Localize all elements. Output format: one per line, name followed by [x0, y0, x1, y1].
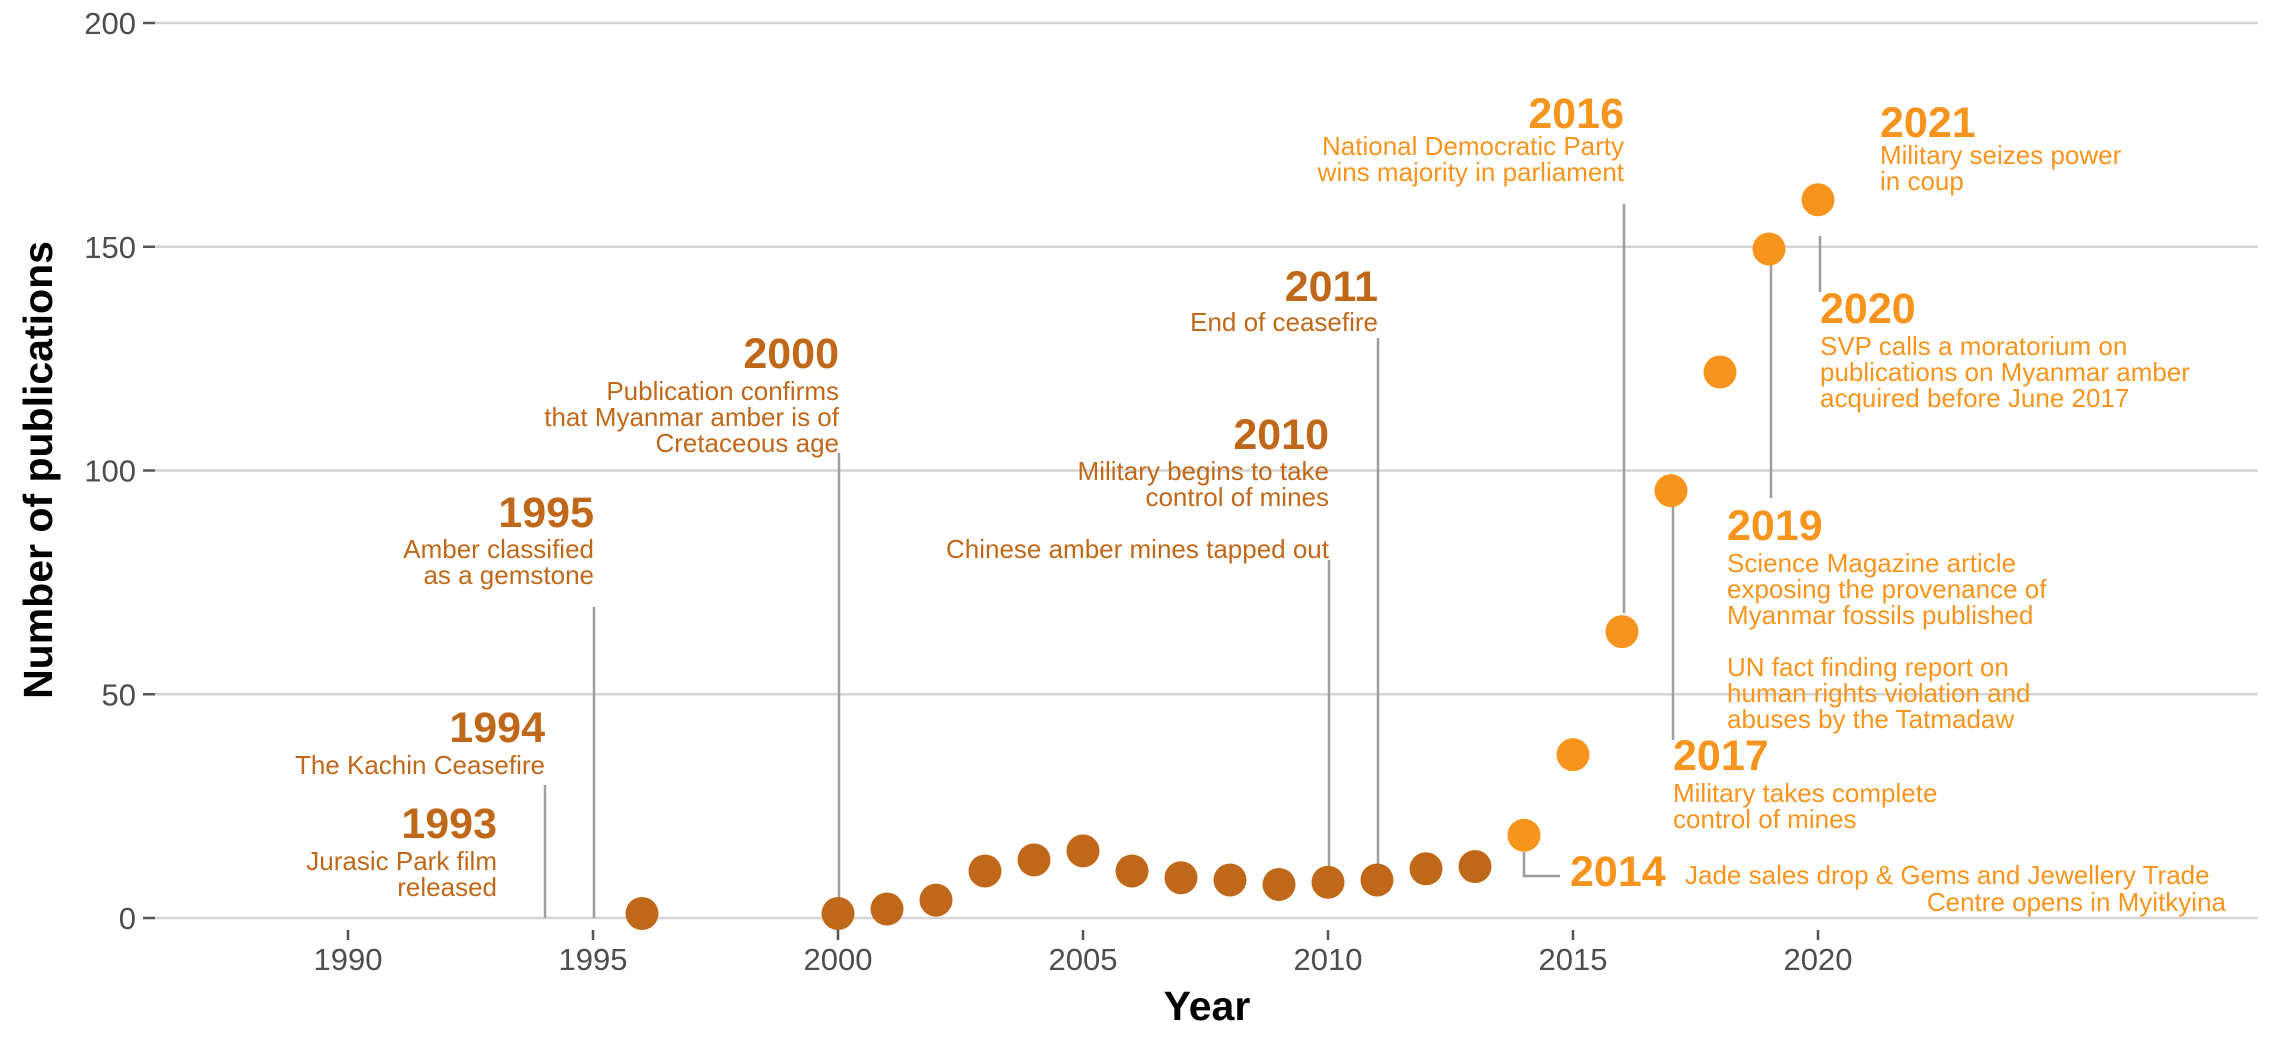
annotation-text-2019-5: UN fact finding report on [1727, 652, 2009, 682]
data-point-2013 [1458, 850, 1492, 884]
data-point-2010 [1311, 865, 1345, 899]
data-point-2003 [968, 854, 1002, 888]
axes: 0 50 100 150 200 1990 1995 2000 2005 2010 2015 2020 [84, 6, 1852, 977]
annotation-text-2016-1: National Democratic Party [1322, 131, 1624, 161]
annotation-text-2019-2: exposing the provenance of [1727, 574, 2047, 604]
annotation-text-2016-2: wins majority in parliament [1317, 157, 1625, 187]
annotation-year-2017: 2017 [1673, 732, 1769, 780]
annotation-text-2020-2: publications on Myanmar amber [1820, 357, 2190, 387]
annotation-text-1994-1: The Kachin Ceasefire [295, 750, 545, 780]
annotation-text-2014-1: Jade sales drop & Gems and Jewellery Tra… [1685, 860, 2210, 890]
data-point-2002 [919, 883, 953, 917]
annotation-year-2020: 2020 [1820, 285, 1916, 333]
annotation-year-1993: 1993 [401, 800, 497, 848]
data-point-2009 [1262, 867, 1296, 901]
annotation-text-2014-2: Centre opens in Myitkyina [1927, 887, 2227, 917]
annotation-text-1993-1: Jurasic Park film [306, 846, 497, 876]
y-tick-label-0: 0 [119, 901, 136, 936]
annotation-text-2000-1: Publication confirms [606, 376, 839, 406]
data-point-2018 [1703, 355, 1737, 389]
data-point-2000 [821, 897, 855, 931]
data-point-2007 [1164, 861, 1198, 895]
y-tick-label-150: 150 [84, 230, 136, 265]
annotation-year-2019: 2019 [1727, 502, 1823, 550]
leader-line-2014 [1522, 852, 1560, 878]
annotation-text-1995-1: Amber classified [403, 534, 594, 564]
data-points [625, 183, 1835, 931]
annotation-year-2016: 2016 [1528, 90, 1624, 138]
annotation-year-1995: 1995 [498, 489, 594, 537]
annotation-year-2010: 2010 [1233, 411, 1329, 459]
data-point-2014 [1507, 818, 1541, 852]
data-point-2016 [1605, 615, 1639, 649]
y-tick-label-200: 200 [84, 6, 136, 41]
x-axis-title: Year [1164, 983, 1251, 1029]
annotation-text-2017-1: Military takes complete [1673, 778, 1937, 808]
annotation-text-2010-4: Chinese amber mines tapped out [946, 534, 1330, 564]
x-tick-label-2010: 2010 [1294, 942, 1363, 977]
data-point-2005 [1066, 834, 1100, 868]
annotation-text-2017-2: control of mines [1673, 804, 1857, 834]
annotation-leaders [543, 204, 1822, 918]
x-tick-label-1990: 1990 [314, 942, 383, 977]
x-tick-label-2015: 2015 [1539, 942, 1608, 977]
data-point-2006 [1115, 854, 1149, 888]
annotation-text-2010-1: Military begins to take [1078, 456, 1329, 486]
annotation-text-2021-2: in coup [1880, 166, 1964, 196]
annotation-year-2021: 2021 [1880, 99, 1976, 147]
annotation-text-2000-3: Cretaceous age [655, 428, 839, 458]
data-point-1996 [625, 897, 659, 931]
annotation-text-2011-1: End of ceasefire [1190, 307, 1378, 337]
annotation-text-1993-2: released [397, 872, 497, 902]
annotation-text-1995-2: as a gemstone [423, 560, 594, 590]
x-tick-label-2000: 2000 [804, 942, 873, 977]
x-tick-label-2005: 2005 [1049, 942, 1118, 977]
annotation-year-2000: 2000 [743, 330, 839, 378]
y-axis-title: Number of publications [15, 241, 61, 699]
annotation-year-1994: 1994 [449, 704, 545, 752]
annotation-text-2019-3: Myanmar fossils published [1727, 600, 2033, 630]
data-point-2011 [1360, 863, 1394, 897]
annotation-year-2014: 2014 [1570, 848, 1666, 896]
data-point-2001 [870, 892, 904, 926]
x-tick-label-2020: 2020 [1784, 942, 1853, 977]
annotation-text-2019-7: abuses by the Tatmadaw [1727, 704, 2014, 734]
data-point-2008 [1213, 863, 1247, 897]
annotation-text-2020-1: SVP calls a moratorium on [1820, 331, 2127, 361]
annotation-text-2019-1: Science Magazine article [1727, 548, 2016, 578]
annotation-text-2020-3: acquired before June 2017 [1820, 383, 2129, 413]
data-point-2020 [1801, 183, 1835, 217]
annotation-text-2000-2: that Myanmar amber is of [544, 402, 840, 432]
data-point-2015 [1556, 738, 1590, 772]
annotation-text-2010-2: control of mines [1145, 482, 1329, 512]
x-tick-label-1995: 1995 [559, 942, 628, 977]
data-point-2004 [1017, 843, 1051, 877]
y-tick-label-50: 50 [102, 677, 136, 712]
data-point-2019 [1752, 232, 1786, 266]
data-point-2017 [1654, 474, 1688, 508]
gridlines [155, 21, 2258, 920]
annotation-text-2019-6: human rights violation and [1727, 678, 2031, 708]
annotation-text-2021-1: Military seizes power [1880, 140, 2122, 170]
annotation-year-2011: 2011 [1285, 263, 1378, 311]
data-point-2012 [1409, 852, 1443, 886]
y-tick-label-100: 100 [84, 454, 136, 489]
